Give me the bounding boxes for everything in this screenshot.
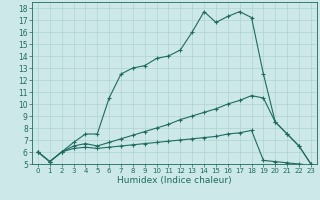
X-axis label: Humidex (Indice chaleur): Humidex (Indice chaleur): [117, 176, 232, 185]
